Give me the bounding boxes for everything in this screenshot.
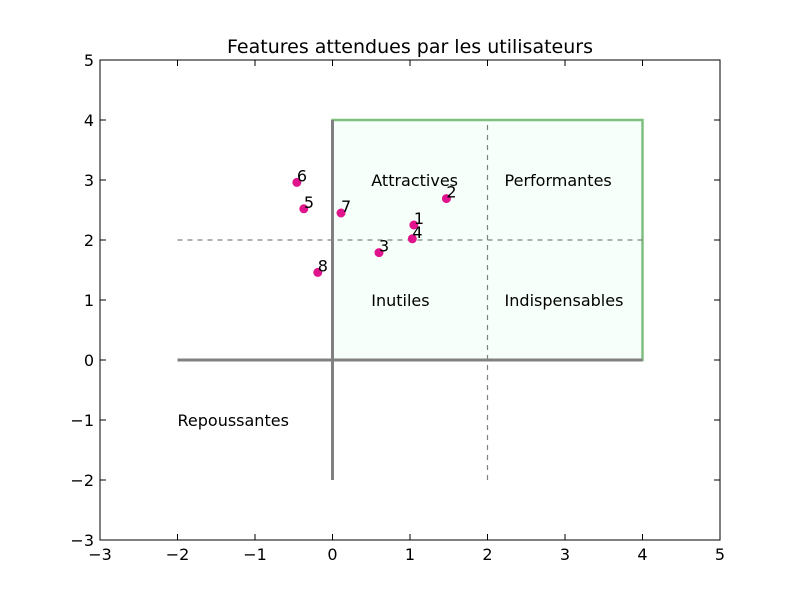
y-tick-label: 2	[84, 231, 94, 250]
region-label: Attractives	[371, 171, 458, 190]
x-tick-label: −1	[243, 545, 267, 564]
data-point	[441, 194, 451, 204]
y-tick-label: −3	[70, 531, 94, 550]
data-point	[299, 204, 309, 214]
chart-title: Features attendues par les utilisateurs	[227, 36, 593, 58]
point-label: 6	[297, 166, 307, 185]
point-label: 4	[412, 223, 422, 242]
y-tick-label: 5	[84, 51, 94, 70]
x-tick-label: −2	[166, 545, 190, 564]
x-tick-label: 0	[327, 545, 337, 564]
region-label: Indispensables	[505, 291, 624, 310]
point-label: 8	[318, 256, 328, 275]
region-label: Repoussantes	[178, 411, 289, 430]
x-tick-label: 1	[405, 545, 415, 564]
region-label: Inutiles	[371, 291, 429, 310]
x-tick-label: 3	[560, 545, 570, 564]
data-point	[336, 208, 346, 218]
data-point	[313, 267, 323, 277]
point-label: 5	[304, 193, 314, 212]
y-tick-label: −1	[70, 411, 94, 430]
data-point	[292, 177, 302, 187]
x-tick-label: 2	[482, 545, 492, 564]
point-label: 2	[446, 183, 456, 202]
x-tick-label: 4	[637, 545, 647, 564]
point-label: 1	[414, 209, 424, 228]
data-point	[409, 220, 419, 230]
x-tick-label: −3	[88, 545, 112, 564]
data-point	[407, 234, 417, 244]
y-tick-label: 3	[84, 171, 94, 190]
plot-area: Attractives Performantes Inutiles Indispens…	[70, 51, 725, 564]
y-tick-label: 1	[84, 291, 94, 310]
data-point	[374, 248, 384, 258]
region-label: Performantes	[505, 171, 612, 190]
point-label: 7	[341, 197, 351, 216]
y-tick-label: −2	[70, 471, 94, 490]
point-label: 3	[379, 237, 389, 256]
y-tick-label: 0	[84, 351, 94, 370]
y-tick-label: 4	[84, 111, 94, 130]
x-tick-label: 5	[715, 545, 725, 564]
